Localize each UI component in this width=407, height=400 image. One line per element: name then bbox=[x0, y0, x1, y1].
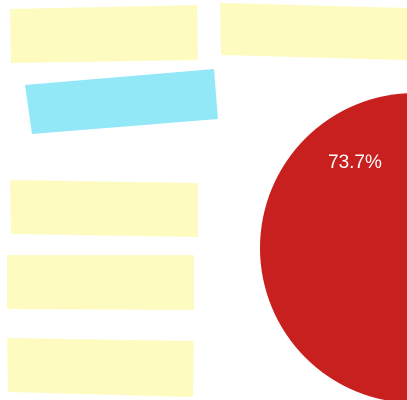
pie-slice-label: 73.7% bbox=[328, 152, 382, 173]
pie-slice-main bbox=[260, 93, 407, 400]
legend-label-placeholder bbox=[25, 69, 218, 134]
legend-label-placeholder bbox=[7, 338, 194, 397]
legend-label-placeholder bbox=[10, 180, 198, 237]
legend-placeholders bbox=[7, 3, 407, 397]
legend-label-placeholder bbox=[220, 3, 407, 60]
legend-label-placeholder bbox=[7, 255, 194, 310]
legend-label-placeholder bbox=[10, 5, 198, 63]
